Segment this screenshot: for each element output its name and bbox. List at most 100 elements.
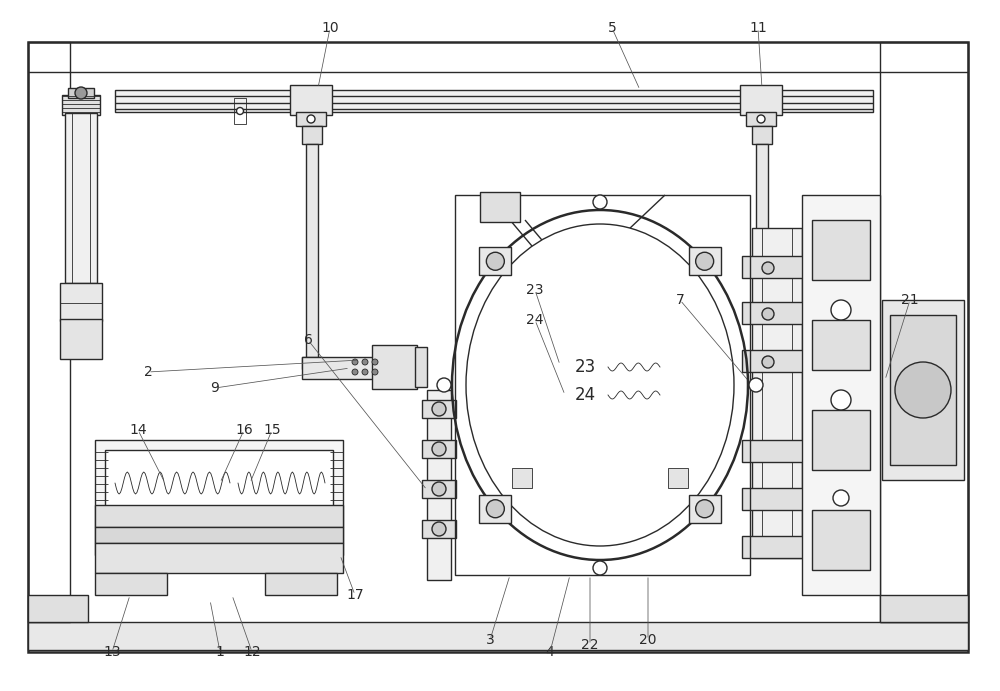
Bar (752, 228, 802, 558)
Bar (65, 113, 97, 283)
Bar (455, 195, 750, 575)
Text: 7: 7 (676, 293, 684, 307)
Bar (422, 520, 456, 538)
Bar (105, 450, 333, 515)
Bar (28, 42, 968, 652)
Text: 13: 13 (103, 645, 121, 659)
Circle shape (831, 300, 851, 320)
Circle shape (895, 362, 951, 418)
Text: 23: 23 (574, 358, 596, 376)
Circle shape (352, 369, 358, 375)
Bar (740, 85, 782, 115)
Circle shape (372, 369, 378, 375)
Bar (742, 256, 812, 278)
Bar (95, 543, 343, 573)
Text: 6: 6 (304, 333, 312, 347)
Circle shape (237, 108, 244, 115)
Bar (302, 126, 322, 144)
Circle shape (432, 442, 446, 456)
Circle shape (75, 87, 87, 99)
Circle shape (762, 308, 774, 320)
Bar (742, 536, 812, 558)
Bar (512, 468, 532, 488)
Bar (60, 319, 102, 359)
Bar (296, 112, 326, 126)
Text: 16: 16 (235, 423, 253, 437)
Bar (302, 357, 322, 369)
Bar (812, 510, 870, 570)
Bar (427, 390, 451, 580)
FancyBboxPatch shape (689, 495, 721, 523)
Circle shape (362, 369, 368, 375)
Bar (742, 350, 812, 372)
Text: 12: 12 (243, 645, 261, 659)
Text: 3: 3 (486, 633, 494, 647)
Circle shape (486, 252, 504, 270)
Circle shape (432, 522, 446, 536)
Circle shape (757, 115, 765, 123)
FancyBboxPatch shape (689, 247, 721, 275)
FancyBboxPatch shape (479, 247, 511, 275)
Bar (95, 505, 343, 527)
Bar (234, 98, 246, 124)
Circle shape (372, 359, 378, 365)
Circle shape (762, 262, 774, 274)
Bar (746, 112, 776, 126)
Bar (752, 126, 772, 144)
Bar (802, 195, 880, 595)
Circle shape (749, 378, 763, 392)
Circle shape (833, 490, 849, 506)
Bar (62, 95, 100, 115)
Circle shape (432, 482, 446, 496)
Bar (95, 573, 167, 595)
Bar (302, 357, 377, 379)
Bar (812, 320, 870, 370)
Text: 2: 2 (144, 365, 152, 379)
Circle shape (486, 500, 504, 518)
Text: 23: 23 (526, 283, 544, 297)
Circle shape (307, 115, 315, 123)
Bar (95, 527, 343, 543)
Bar (890, 315, 956, 465)
Circle shape (352, 359, 358, 365)
Bar (422, 440, 456, 458)
FancyBboxPatch shape (479, 495, 511, 523)
Bar (28, 595, 88, 622)
Circle shape (362, 359, 368, 365)
Text: 10: 10 (321, 21, 339, 35)
Bar (28, 622, 968, 650)
Bar (812, 220, 870, 280)
Bar (742, 440, 812, 462)
Text: 4: 4 (546, 645, 554, 659)
Text: 24: 24 (574, 386, 596, 404)
Bar (68, 88, 94, 98)
Text: 15: 15 (263, 423, 281, 437)
Bar (756, 144, 768, 364)
Bar (742, 488, 812, 510)
Circle shape (696, 252, 714, 270)
Text: 22: 22 (581, 638, 599, 652)
Text: 9: 9 (211, 381, 219, 395)
Ellipse shape (466, 224, 734, 546)
Text: 21: 21 (901, 293, 919, 307)
Bar (60, 283, 102, 321)
Bar (415, 347, 427, 387)
Bar (422, 400, 456, 418)
Bar (668, 468, 688, 488)
Bar (28, 42, 70, 622)
Circle shape (432, 402, 446, 416)
Circle shape (593, 561, 607, 575)
Bar (812, 410, 870, 470)
Bar (880, 42, 968, 622)
Text: 24: 24 (526, 313, 544, 327)
Circle shape (437, 378, 451, 392)
Bar (880, 595, 968, 622)
Bar (265, 573, 337, 595)
Text: 14: 14 (129, 423, 147, 437)
Bar (290, 85, 332, 115)
Circle shape (696, 500, 714, 518)
Circle shape (762, 356, 774, 368)
Bar (372, 345, 417, 389)
Bar (422, 480, 456, 498)
Circle shape (593, 195, 607, 209)
